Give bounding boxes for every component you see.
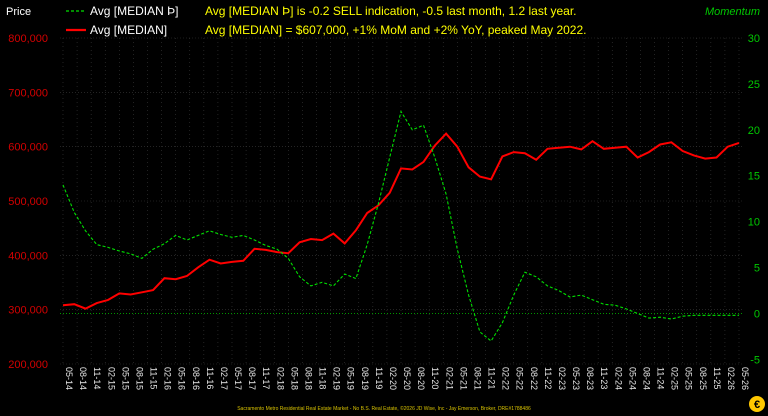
x-tick-label: 05-22 xyxy=(515,367,525,390)
momentum-tick-label: 15 xyxy=(748,171,760,183)
series-group xyxy=(62,110,740,342)
x-tick-label: 05-23 xyxy=(571,367,581,390)
x-tick-label: 11-14 xyxy=(92,367,102,389)
x-tick-label: 11-17 xyxy=(261,367,271,389)
price-tick-label: 400,000 xyxy=(8,250,48,262)
x-tick-label: 05-19 xyxy=(346,367,356,390)
momentum-tick-label: 30 xyxy=(748,33,760,45)
x-tick-label: 11-16 xyxy=(205,367,215,389)
price-axis: 200,000 300,000 400,000 500,000 600,000 700,0… xyxy=(8,33,48,371)
x-tick-label: 08-20 xyxy=(416,367,426,390)
annotation-price: Avg [MEDIAN] = $607,000, +1% MoM and +2%… xyxy=(205,23,586,37)
x-tick-label: 08-16 xyxy=(191,367,201,390)
x-tick-label: 08-21 xyxy=(472,367,482,390)
x-tick-label: 11-21 xyxy=(487,367,497,389)
x-tick-label: 11-20 xyxy=(430,367,440,389)
x-tick-label: 02-24 xyxy=(613,367,623,390)
momentum-tick-label: 0 xyxy=(754,308,760,320)
x-tick-label: 08-17 xyxy=(247,367,257,390)
x-tick-label: 11-25 xyxy=(712,367,722,389)
momentum-tick-label: 20 xyxy=(748,125,760,137)
price-tick-label: 800,000 xyxy=(8,33,48,45)
price-tick-label: 200,000 xyxy=(8,359,48,371)
x-tick-label: 05-26 xyxy=(740,367,750,390)
x-tick-label: 11-15 xyxy=(149,367,159,389)
x-tick-label: 02-15 xyxy=(106,367,116,390)
momentum-tick-label: 25 xyxy=(748,79,760,91)
x-tick-label: 02-21 xyxy=(444,367,454,390)
x-tick-label: 08-15 xyxy=(134,367,144,390)
x-tick-label: 02-17 xyxy=(219,367,229,390)
x-tick-label: 05-20 xyxy=(402,367,412,390)
series-line-momentum xyxy=(62,110,739,342)
x-tick-label: 05-25 xyxy=(684,367,694,390)
x-tick-label: 08-25 xyxy=(698,367,708,390)
x-tick-label: 02-16 xyxy=(163,367,173,390)
x-tick-label: 02-25 xyxy=(670,367,680,390)
x-tick-label: 05-18 xyxy=(289,367,299,390)
x-tick-label: 11-24 xyxy=(656,367,666,389)
x-tick-label: 02-23 xyxy=(557,367,567,390)
x-tick-label: 02-26 xyxy=(726,367,736,390)
footer-credit: Sacramento Metro Residential Real Estate… xyxy=(237,405,531,412)
price-tick-label: 700,000 xyxy=(8,87,48,99)
x-tick-label: 08-22 xyxy=(529,367,539,390)
annotation-momentum: Avg [MEDIAN Þ] is -0.2 SELL indication, … xyxy=(205,4,577,18)
x-tick-label: 08-14 xyxy=(78,367,88,390)
x-tick-label: 05-15 xyxy=(120,367,130,390)
x-tick-label: 08-18 xyxy=(303,367,313,390)
x-tick-label: 02-22 xyxy=(501,367,511,390)
x-tick-label: 02-18 xyxy=(275,367,285,390)
wise-logo-icon: € xyxy=(749,396,765,412)
price-tick-label: 500,000 xyxy=(8,196,48,208)
x-tick-label: 11-18 xyxy=(318,367,328,389)
legend-label-momentum: Avg [MEDIAN Þ] xyxy=(90,4,178,18)
x-tick-label: 11-19 xyxy=(374,367,384,389)
x-tick-label: 05-16 xyxy=(177,367,187,390)
x-tick-label: 08-23 xyxy=(585,367,595,390)
x-tick-label: 02-20 xyxy=(388,367,398,390)
price-axis-title: Price xyxy=(6,6,31,18)
price-tick-label: 600,000 xyxy=(8,142,48,154)
x-tick-label: 05-21 xyxy=(458,367,468,390)
legend-label-price: Avg [MEDIAN] xyxy=(90,23,167,37)
x-tick-label: 05-17 xyxy=(233,367,243,390)
momentum-tick-label: -5 xyxy=(750,354,760,366)
x-tick-label: 08-24 xyxy=(641,367,651,390)
series-line-price xyxy=(62,132,740,310)
momentum-tick-label: 5 xyxy=(754,263,760,275)
x-tick-label: 08-19 xyxy=(360,367,370,390)
momentum-axis-title: Momentum xyxy=(705,6,760,18)
x-tick-label: 05-14 xyxy=(64,367,74,390)
x-tick-label: 02-19 xyxy=(332,367,342,390)
x-tick-label: 05-24 xyxy=(627,367,637,390)
x-tick-label: 11-23 xyxy=(599,367,609,389)
x-tick-label: 11-22 xyxy=(543,367,553,389)
price-tick-label: 300,000 xyxy=(8,305,48,317)
svg-text:€: € xyxy=(754,399,760,411)
momentum-tick-label: 10 xyxy=(748,217,760,229)
x-axis: 05-14 08-14 11-14 02-15 05-15 08-15 11-15 02-16… xyxy=(64,367,750,390)
momentum-axis: -5 0 5 10 15 20 25 30 xyxy=(748,33,760,366)
